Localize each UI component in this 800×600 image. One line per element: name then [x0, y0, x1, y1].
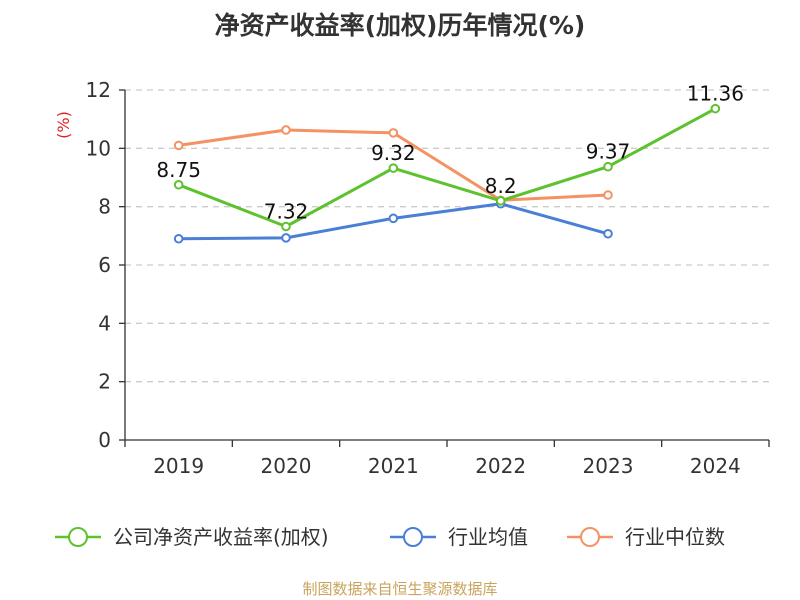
- data-point[interactable]: [603, 228, 613, 239]
- data-point[interactable]: [710, 103, 721, 114]
- legend-label: 行业中位数: [625, 525, 725, 549]
- data-point[interactable]: [388, 213, 399, 224]
- x-tick-label: 2023: [583, 454, 634, 478]
- data-point[interactable]: [603, 190, 613, 200]
- x-tick-label: 2019: [153, 454, 204, 478]
- y-tick-label: 8: [98, 195, 111, 219]
- x-tick-label: 2022: [475, 454, 526, 478]
- y-tick-label: 10: [86, 136, 111, 160]
- legend-item-0[interactable]: 公司净资产收益率(加权): [55, 525, 329, 549]
- legend-item-2[interactable]: 行业中位数: [567, 525, 725, 549]
- series-1: [173, 198, 613, 244]
- data-labels: 8.75 7.32 9.32 8.2 9.37 11.36: [156, 82, 744, 224]
- data-label: 11.36: [687, 82, 744, 106]
- x-tick-label: 2021: [368, 454, 419, 478]
- source-note: 制图数据来自恒生聚源数据库: [302, 580, 498, 598]
- data-label: 8.2: [485, 174, 517, 198]
- legend-marker: [68, 527, 88, 547]
- data-point[interactable]: [281, 125, 291, 135]
- series-line: [178, 107, 717, 228]
- legend-label: 行业均值: [448, 525, 528, 549]
- data-point[interactable]: [173, 233, 184, 244]
- data-label: 9.37: [586, 140, 631, 164]
- data-point[interactable]: [603, 161, 613, 172]
- y-tick-label: 0: [98, 428, 111, 452]
- data-label: 8.75: [156, 158, 201, 182]
- y-unit-label: (%): [54, 111, 73, 139]
- data-point[interactable]: [281, 233, 291, 243]
- x-tick-label: 2020: [261, 454, 312, 478]
- data-point[interactable]: [173, 140, 184, 151]
- series-2: [173, 125, 613, 206]
- legend-marker: [403, 527, 423, 547]
- gridlines: [125, 89, 769, 383]
- data-label: 7.32: [264, 200, 309, 224]
- y-tick-label: 4: [98, 311, 111, 335]
- data-label: 9.32: [371, 141, 416, 165]
- data-point[interactable]: [173, 179, 184, 190]
- series-0: [173, 103, 721, 232]
- y-tick-label: 6: [98, 253, 111, 277]
- y-tick-label: 12: [86, 78, 111, 102]
- data-point[interactable]: [281, 221, 291, 232]
- legend-item-1[interactable]: 行业均值: [390, 525, 528, 549]
- data-point[interactable]: [388, 163, 399, 173]
- legend-label: 公司净资产收益率(加权): [113, 525, 329, 549]
- data-point[interactable]: [388, 128, 399, 138]
- chart-title: 净资产收益率(加权)历年情况(%): [214, 11, 586, 40]
- x-tick-label: 2024: [690, 454, 741, 478]
- series-lines: [173, 103, 721, 244]
- legend-marker: [580, 527, 600, 547]
- axes: 0 2 4 6 8 10 12 2019 2020 2021 2022 2023 2024: [86, 78, 770, 478]
- data-point[interactable]: [495, 196, 506, 206]
- legend[interactable]: 公司净资产收益率(加权) 行业均值 行业中位数: [55, 525, 725, 549]
- y-tick-label: 2: [98, 370, 111, 394]
